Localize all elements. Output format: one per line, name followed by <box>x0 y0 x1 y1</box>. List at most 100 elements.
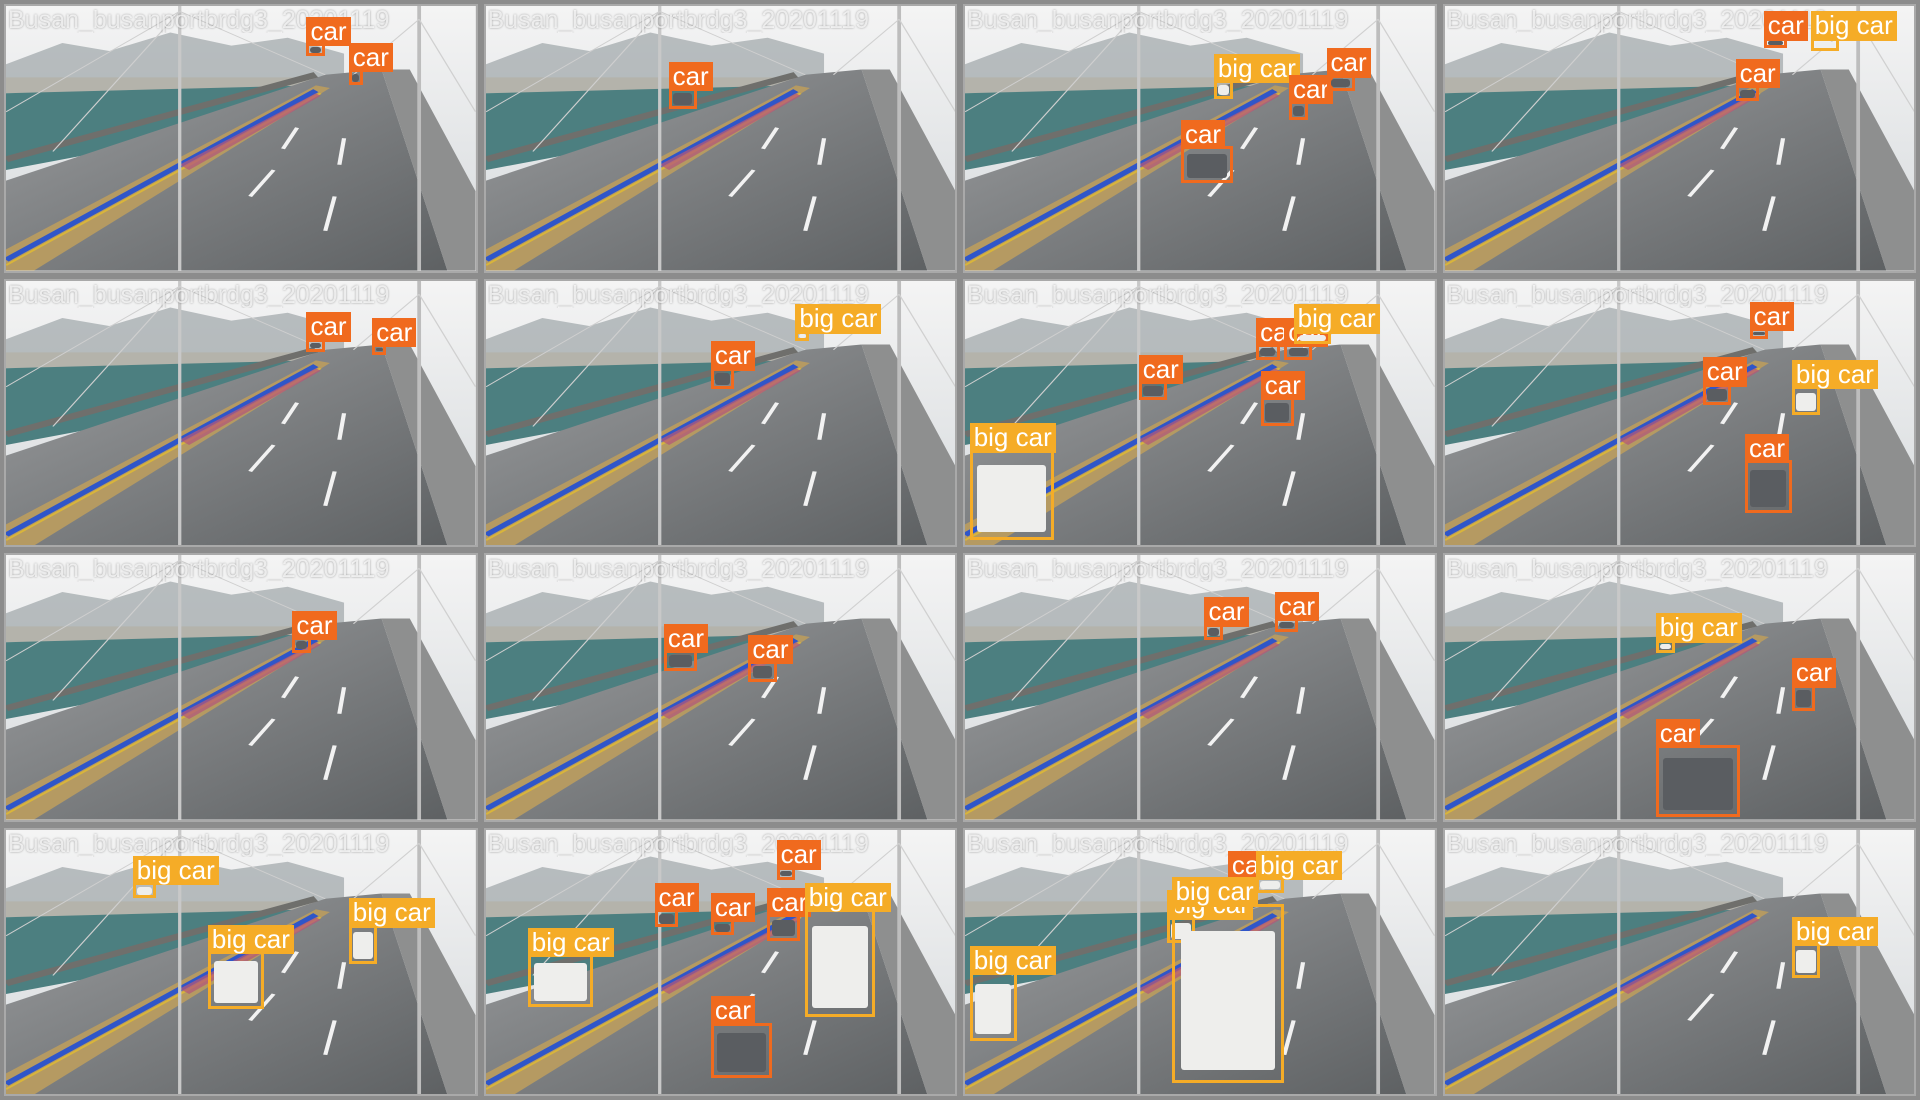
car-detection-box: car <box>1655 719 1741 817</box>
car-vehicle <box>714 923 731 932</box>
car-vehicle <box>714 372 731 386</box>
camera-frame-tile: Busan_busanportbrdg3_20201119 car car <box>483 553 957 822</box>
car-detection-box: car <box>1326 48 1371 91</box>
car-vehicle <box>668 655 693 668</box>
camera-watermark: Busan_busanportbrdg3_20201119 <box>8 831 390 857</box>
big-car-detection-box: big car <box>1171 877 1285 1084</box>
car-vehicle <box>1739 89 1755 98</box>
car-vehicle <box>1750 469 1787 508</box>
big-car-detection-box: big car <box>1655 613 1742 653</box>
camera-frame-tile: Busan_busanportbrdg3_20201119 big car car c… <box>483 827 957 1096</box>
detection-label: car <box>710 341 755 371</box>
camera-watermark: Busan_busanportbrdg3_20201119 <box>967 282 1349 308</box>
detection-label: car <box>1180 119 1226 150</box>
detection-label: car <box>1655 719 1700 749</box>
car-detection-box: car <box>748 634 793 682</box>
truck-vehicle <box>1217 84 1229 95</box>
car-vehicle <box>1292 105 1304 116</box>
car-vehicle <box>780 870 792 877</box>
car-detection-box: car <box>1735 59 1780 102</box>
detection-label: big car <box>1791 360 1878 390</box>
car-detection-box: car <box>1204 597 1249 640</box>
detection-label: car <box>710 996 755 1026</box>
camera-watermark: Busan_busanportbrdg3_20201119 <box>1446 557 1828 582</box>
car-vehicle <box>1288 348 1309 357</box>
camera-watermark: Busan_busanportbrdg3_20201119 <box>8 282 390 308</box>
big-car-detection-box: big car <box>804 882 891 1018</box>
detection-label: car <box>1138 354 1183 384</box>
car-detection-box: car <box>710 341 755 389</box>
detection-label: car <box>1763 11 1808 41</box>
car-detection-box: car <box>1260 370 1305 426</box>
car-vehicle <box>658 913 674 924</box>
car-vehicle <box>1330 79 1351 88</box>
detection-label: car <box>1791 658 1837 688</box>
camera-watermark: Busan_busanportbrdg3_20201119 <box>487 831 869 857</box>
camera-frame-tile: Busan_busanportbrdg3_20201119 big car car <box>483 278 957 547</box>
detection-label: car <box>1260 370 1305 400</box>
detection-label: car <box>306 16 351 47</box>
bridge-scene <box>6 6 476 271</box>
detection-label: car <box>668 61 713 91</box>
detection-label: big car <box>1293 304 1380 334</box>
car-vehicle <box>771 919 796 937</box>
car-vehicle <box>672 93 693 106</box>
camera-frame-tile: Busan_busanportbrdg3_20201119 big car car c… <box>1442 4 1916 273</box>
detection-label: big car <box>1791 916 1878 947</box>
camera-frame-tile: Busan_busanportbrdg3_20201119 car car <box>4 278 478 547</box>
detection-label: car <box>292 610 337 640</box>
car-detection-box: car <box>1702 357 1747 405</box>
big-car-detection-box: big car <box>1256 850 1343 893</box>
car-vehicle <box>310 342 322 349</box>
camera-watermark: Busan_busanportbrdg3_20201119 <box>967 8 1349 33</box>
car-vehicle <box>310 47 322 53</box>
truck-vehicle <box>1659 643 1671 650</box>
camera-frame-tile: Busan_busanportbrdg3_20201119 big car car c… <box>963 4 1437 273</box>
car-detection-box: car <box>710 996 772 1079</box>
car-vehicle <box>752 665 773 679</box>
detection-label: big car <box>1655 613 1742 643</box>
detection-label: car <box>663 623 709 654</box>
big-car-detection-box: big car <box>1810 11 1897 51</box>
car-vehicle <box>1265 403 1290 422</box>
car-vehicle <box>1767 41 1784 46</box>
car-detection-box: car <box>776 840 821 880</box>
car-vehicle <box>1186 153 1227 179</box>
camera-watermark: Busan_busanportbrdg3_20201119 <box>967 831 1349 857</box>
truck-vehicle <box>798 334 806 339</box>
detection-label: car <box>348 43 393 73</box>
big-car-detection-box: big car <box>348 898 435 965</box>
truck-vehicle <box>1815 41 1835 48</box>
truck-vehicle <box>1796 950 1816 973</box>
car-detection-box: car <box>372 317 417 355</box>
car-detection-box: car <box>1791 658 1837 712</box>
bridge-scene <box>485 555 955 820</box>
detection-label: car <box>1702 357 1747 387</box>
car-vehicle <box>1663 757 1733 810</box>
car-vehicle <box>352 73 360 82</box>
car-vehicle <box>1260 348 1276 357</box>
camera-frame-tile: Busan_busanportbrdg3_20201119 car car <box>963 553 1437 822</box>
car-vehicle <box>1278 622 1295 629</box>
car-detection-box: car <box>1763 11 1808 49</box>
car-detection-box: car <box>767 887 812 941</box>
camera-frame-tile: Busan_busanportbrdg3_20201119 car car <box>4 4 478 273</box>
camera-frame-tile: Busan_busanportbrdg3_20201119 big car <box>1442 827 1916 1096</box>
detection-label: car <box>372 317 417 347</box>
truck-vehicle <box>1260 881 1280 890</box>
big-car-detection-box: big car <box>1791 916 1878 978</box>
detection-label: car <box>1735 59 1780 89</box>
detection-label: car <box>654 882 699 912</box>
car-detection-box: car <box>292 610 337 653</box>
truck-vehicle <box>353 932 373 960</box>
car-detection-box: car <box>1180 119 1233 184</box>
big-car-detection-box: big car <box>1791 360 1878 416</box>
camera-watermark: Busan_busanportbrdg3_20201119 <box>487 8 869 33</box>
truck-vehicle <box>1180 930 1275 1070</box>
big-car-detection-box: big car <box>207 924 294 1010</box>
bridge-scene <box>485 6 955 271</box>
car-detection-box: car <box>1284 317 1329 360</box>
